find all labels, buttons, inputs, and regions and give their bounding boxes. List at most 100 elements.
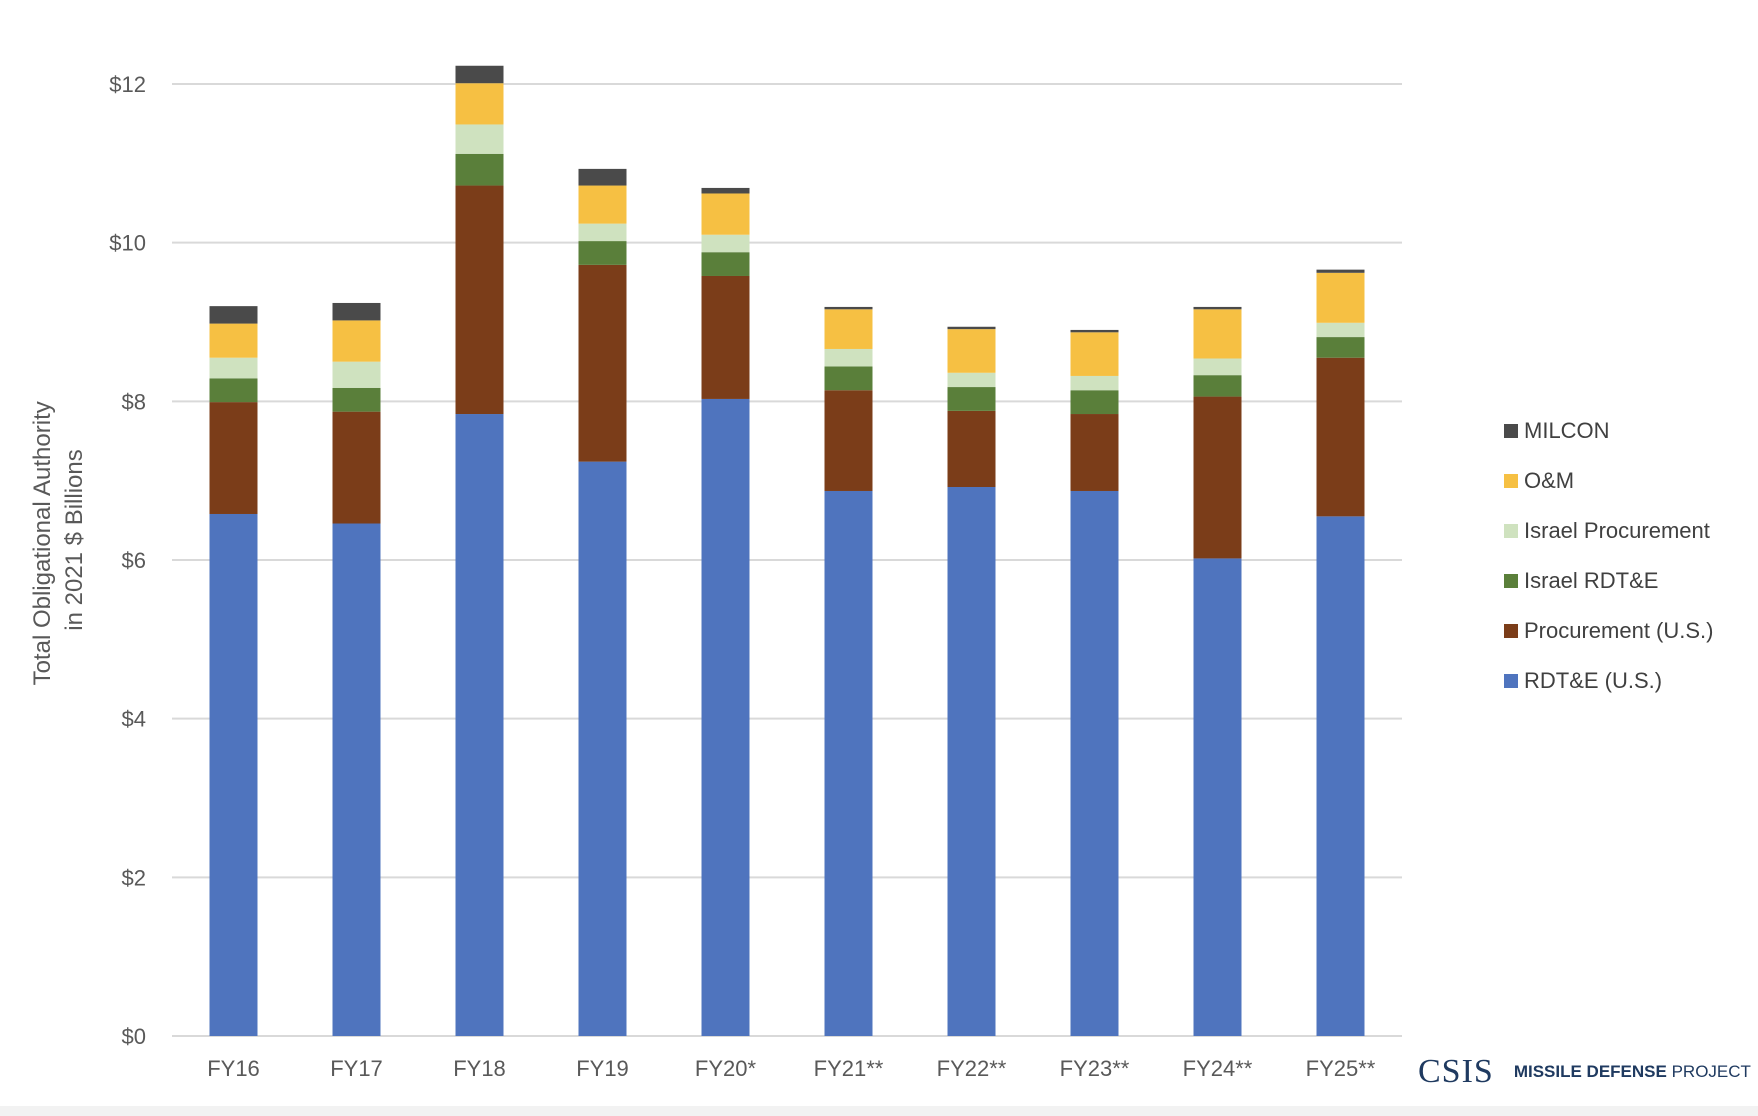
bar-segment [1193,358,1242,376]
csis-missile-defense-logo: CSIS MISSILE DEFENSE PROJECT [1418,1050,1751,1094]
bar-segment [947,372,996,388]
bar-segment [455,185,504,415]
legend-swatch [1504,524,1518,538]
legend-swatch [1504,674,1518,688]
y-axis-title: Total Obligational Authority in 2021 $ B… [29,395,88,686]
legend-swatch [1504,424,1518,438]
bar-segment [824,309,873,349]
bar-stack [209,306,258,1036]
bar-segment [209,323,258,358]
x-category-label: FY16 [207,1056,260,1081]
y-tick-label: $8 [122,389,146,414]
bar-segment [332,361,381,388]
bar-segment [209,357,258,379]
bar-segment [578,264,627,462]
bar-segment [578,168,627,186]
bar-stack [578,168,627,1036]
x-category-label: FY18 [453,1056,506,1081]
bar-segment [209,513,258,1036]
bar-segment [1070,375,1119,391]
y-tick-label: $2 [122,865,146,890]
bar-segment [1316,337,1365,358]
bar-segment [1193,558,1242,1036]
bottom-strip [0,1106,1758,1116]
bar-segment [455,414,504,1036]
bar-stacks [209,65,1365,1037]
bar-segment [824,490,873,1037]
y-axis-title-line-2: in 2021 $ Billions [61,449,88,630]
bar-segment [578,223,627,242]
bar-segment [1193,306,1242,310]
y-tick-label: $4 [122,707,146,732]
bar-segment [824,390,873,491]
x-category-label: FY25** [1306,1056,1376,1081]
bar-segment [332,387,381,412]
legend-swatch [1504,624,1518,638]
bar-segment [947,329,996,373]
bar-segment [209,378,258,403]
bar-segment [1316,516,1365,1036]
y-axis-title-line-1: Total Obligational Authority [29,401,56,685]
bar-segment [1070,390,1119,415]
bar-segment [1070,490,1119,1037]
y-tick-label: $10 [109,231,146,256]
legend-item: RDT&E (U.S.) [1504,668,1662,693]
bar-segment [455,124,504,154]
y-tick-label: $12 [109,72,146,97]
legend-label: Israel Procurement [1524,518,1710,543]
bar-segment [947,387,996,411]
x-axis-category-labels: FY16 FY17 FY18 FY19 FY20* FY21** FY22** FY23** F… [207,1056,1376,1081]
legend-label: O&M [1524,468,1574,493]
bar-segment [578,241,627,265]
bar-segment [1316,357,1365,517]
missile-defense-project-wordmark: MISSILE DEFENSE PROJECT [1514,1062,1751,1082]
bar-segment [1070,332,1119,376]
y-axis-tick-labels: $0 $2 $4 $6 $8 $10 $12 [109,72,146,1049]
bar-segment [1193,396,1242,559]
bar-segment [947,326,996,330]
bar-stack [455,65,504,1036]
y-tick-label: $0 [122,1024,146,1049]
legend-item: Israel RDT&E [1504,568,1658,593]
bar-segment [701,398,750,1036]
bar-stack [1316,269,1365,1036]
bar-stack [701,187,750,1036]
legend-swatch [1504,474,1518,488]
bar-segment [824,348,873,367]
bar-stack [1070,329,1119,1037]
x-category-label: FY17 [330,1056,383,1081]
bar-segment [947,410,996,488]
bar-stack [332,302,381,1036]
legend: MILCON O&M Israel Procurement Israel RDT&E P… [1504,418,1714,693]
bar-segment [701,234,750,253]
bar-segment [455,83,504,125]
logo-mdp-bold: MISSILE DEFENSE [1513,1062,1667,1081]
bar-segment [824,306,873,310]
bar-segment [824,366,873,391]
bar-segment [578,185,627,224]
bar-segment [1316,272,1365,323]
bar-segment [947,487,996,1037]
y-tick-label: $6 [122,548,146,573]
legend-label: RDT&E (U.S.) [1524,668,1662,693]
bar-segment [1070,329,1119,333]
bar-segment [455,65,504,84]
bar-segment [455,153,504,186]
bar-segment [578,461,627,1036]
legend-item: Procurement (U.S.) [1504,618,1714,643]
bar-segment [209,402,258,514]
x-category-label: FY19 [576,1056,629,1081]
legend-label: MILCON [1524,418,1610,443]
logo-mdp-rest: PROJECT [1671,1062,1751,1081]
bar-segment [701,275,750,399]
bar-segment [701,193,750,235]
x-category-label: FY21** [814,1056,884,1081]
legend-swatch [1504,574,1518,588]
bar-stack [947,326,996,1037]
legend-item: O&M [1504,468,1574,493]
bar-segment [332,411,381,524]
legend-label: Israel RDT&E [1524,568,1658,593]
x-category-label: FY22** [937,1056,1007,1081]
bar-segment [1193,375,1242,397]
